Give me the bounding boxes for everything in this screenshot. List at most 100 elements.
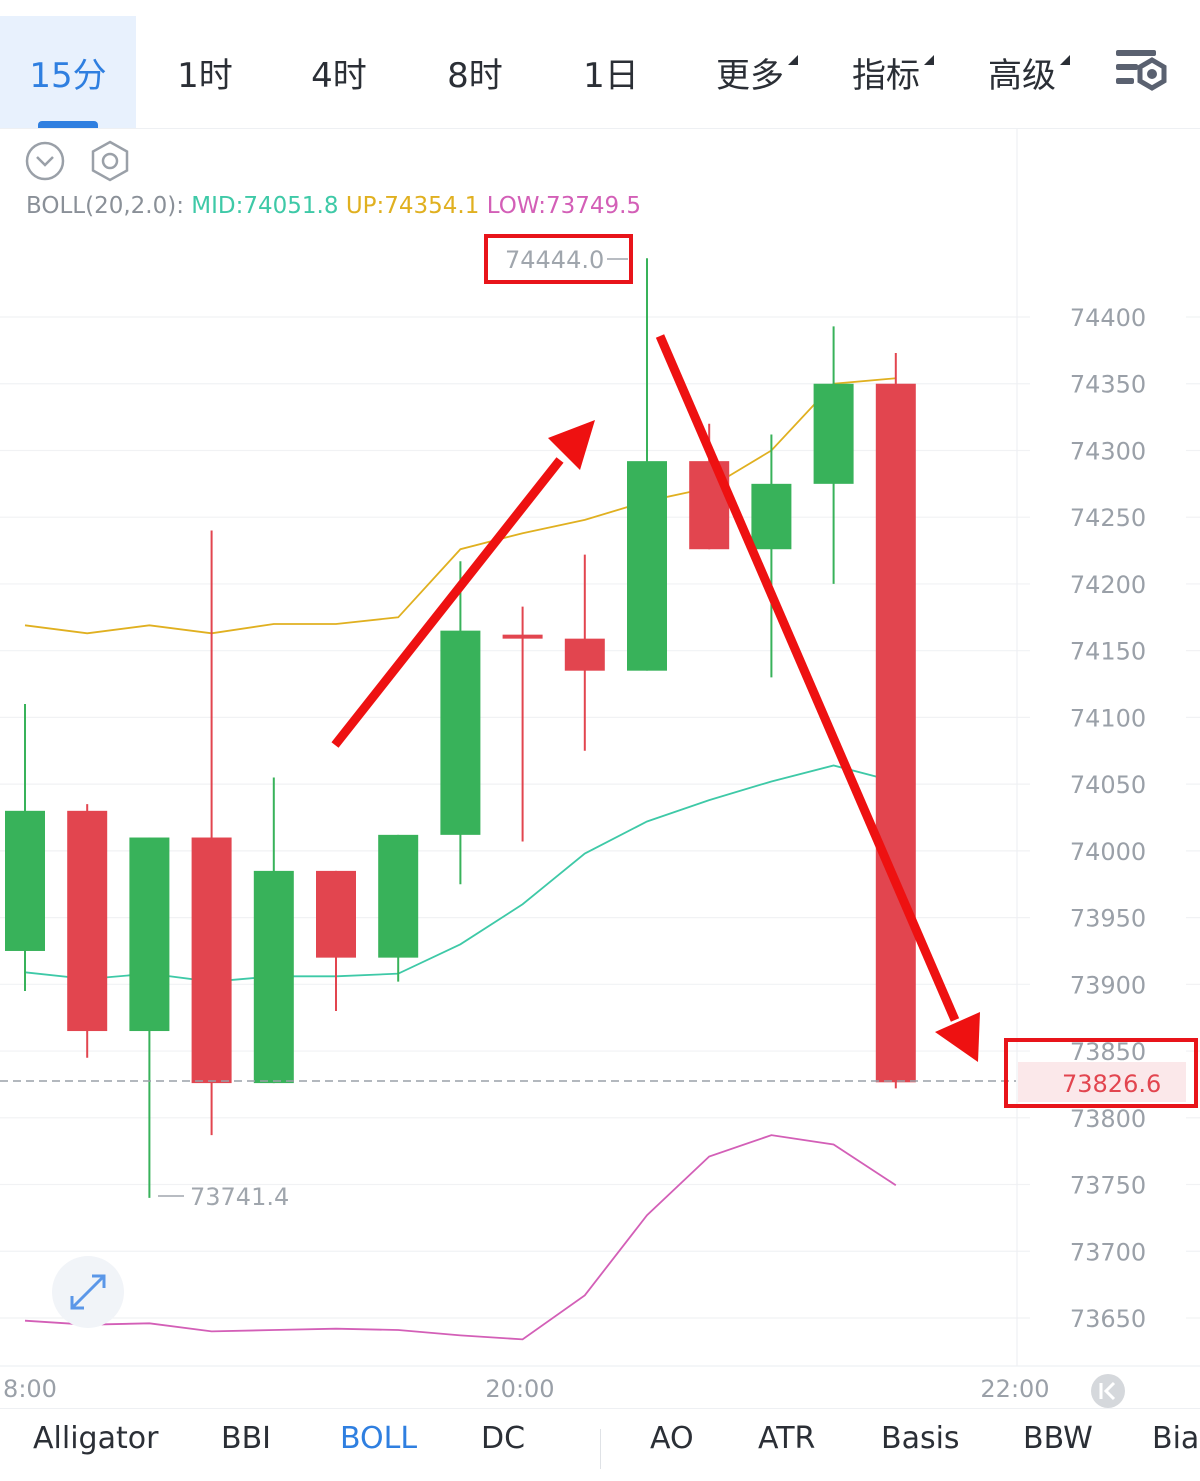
boll-legend: BOLL(20,2.0): MID:74051.8 UP:74354.1 LOW… [26,193,641,219]
y-tick-label: 73650 [1070,1305,1146,1333]
tab-indicators-label: 指标 [852,55,920,96]
indicator-tab-bias[interactable]: Bias [1152,1421,1200,1456]
timeframe-bar: 15分 1时 4时 8时 1日 更多 指标 高级 [0,0,1200,129]
indicator-tab-basis[interactable]: Basis [881,1421,960,1456]
indicator-tab-bbw[interactable]: BBW [1023,1421,1093,1456]
candle-body [875,383,916,1083]
dropdown-caret-icon [788,54,798,65]
boll-mid-label: MID: [191,193,244,219]
candle-body [67,810,108,1032]
down-arrow-shaft [655,334,960,1022]
x-tick-label: 22:00 [980,1375,1049,1403]
y-tick-label: 73800 [1070,1105,1146,1133]
y-axis: 74400 74350 74300 74250 74200 74150 74100 74050… [1070,304,1146,1333]
active-tab-indicator [38,121,98,128]
dropdown-caret-icon [924,54,934,65]
y-tick-label: 74350 [1070,371,1146,399]
grid-lines [0,128,1200,1367]
y-tick-label: 74250 [1070,504,1146,532]
candle-body [564,638,605,671]
current-price-highlight-box [1004,1038,1198,1108]
y-tick-label: 73950 [1070,905,1146,933]
high-marker-label: 74444.0 [505,246,604,274]
candlestick-chart[interactable]: 74400 74350 74300 74250 74200 74150 74100 74050… [0,0,1200,1408]
y-tick-label: 73750 [1070,1172,1146,1200]
tab-more[interactable]: 更多 [700,16,800,128]
y-tick-label: 73900 [1070,971,1146,999]
y-tick-label: 74150 [1070,638,1146,666]
boll-bands [24,377,897,1341]
dropdown-caret-icon [1060,54,1070,65]
tab-8h-label: 8时 [447,55,503,96]
candle-body [813,383,854,484]
down-arrow-head [935,1012,980,1062]
indicator-tab-bbi[interactable]: BBI [221,1421,272,1456]
boll-low-value: 73749.5 [545,193,642,219]
tab-advanced-wrap: 高级 [988,48,1070,97]
low-marker-label: 73741.4 [190,1183,289,1211]
candle-body [751,483,792,550]
indicator-tab-alligator[interactable]: Alligator [33,1421,159,1456]
indicator-tab-ao[interactable]: AO [650,1421,694,1456]
tab-15m[interactable]: 15分 [0,16,136,128]
y-tick-label: 74300 [1070,437,1146,465]
tab-1h-label: 1时 [177,55,233,96]
tab-indicators[interactable]: 指标 [836,16,936,128]
x-tick-label: 20:00 [485,1375,554,1403]
tab-15m-label: 15分 [29,55,107,96]
x-axis: 8:00 20:00 22:00 [3,1375,1050,1403]
candle-body [627,461,667,671]
tab-8h[interactable]: 8时 [420,16,530,128]
tab-1h[interactable]: 1时 [150,16,260,128]
collapse-chevron-icon[interactable] [24,140,66,182]
tab-advanced-label: 高级 [988,55,1056,96]
candle-body [502,634,543,639]
up-arrow-head [548,420,595,470]
chart-settings-icon[interactable] [1112,46,1172,96]
candle-body [129,837,170,1032]
boll-up-value: 74354.1 [384,193,480,219]
candle-body [316,870,356,958]
boll-mid-line [24,764,897,983]
y-tick-label: 74400 [1070,304,1146,332]
y-tick-label: 74050 [1070,771,1146,799]
candle-body [440,630,481,835]
boll-name: BOLL(20,2.0): [26,193,184,219]
boll-low-label: LOW: [486,193,546,219]
indicator-tab-atr[interactable]: ATR [758,1421,816,1456]
up-arrow-shaft [331,457,564,748]
current-price-label: 73826.6 [1062,1070,1161,1098]
overlay-annotations: 74444.0 73741.4 73826.6 [0,234,1198,1408]
scroll-to-latest-icon[interactable] [1091,1374,1125,1408]
tab-1d-label: 1日 [583,55,639,96]
indicator-tab-boll[interactable]: BOLL [340,1421,418,1456]
candle-body [191,837,232,1084]
boll-low-line [24,1134,897,1341]
current-price-tag [1018,1062,1186,1102]
tab-4h[interactable]: 4时 [284,16,394,128]
tab-separator [600,1429,601,1469]
tab-advanced[interactable]: 高级 [972,16,1072,128]
y-tick-label: 74200 [1070,571,1146,599]
y-tick-label: 74000 [1070,838,1146,866]
expand-icon[interactable] [52,1256,124,1328]
candle-body [253,870,294,1084]
boll-up-label: UP: [345,193,385,219]
tab-1d[interactable]: 1日 [556,16,666,128]
candles [5,258,916,1198]
x-tick-label: 8:00 [3,1375,57,1403]
y-tick-label: 74100 [1070,704,1146,732]
high-marker-box [484,234,633,284]
indicator-settings-icon[interactable] [88,139,132,183]
boll-mid-value: 74051.8 [243,193,339,219]
indicator-tab-dc[interactable]: DC [481,1421,526,1456]
y-tick-label: 73700 [1070,1238,1146,1266]
indicator-tabs: Alligator BBI BOLL DC AO ATR Basis BBW B… [0,1408,1200,1481]
tab-indicators-wrap: 指标 [852,48,934,97]
tab-more-label: 更多 [716,55,784,96]
y-tick-label: 73850 [1070,1038,1146,1066]
tab-more-wrap: 更多 [716,48,798,97]
candle-body [5,810,45,951]
boll-up-line [24,377,896,635]
tab-4h-label: 4时 [311,55,367,96]
